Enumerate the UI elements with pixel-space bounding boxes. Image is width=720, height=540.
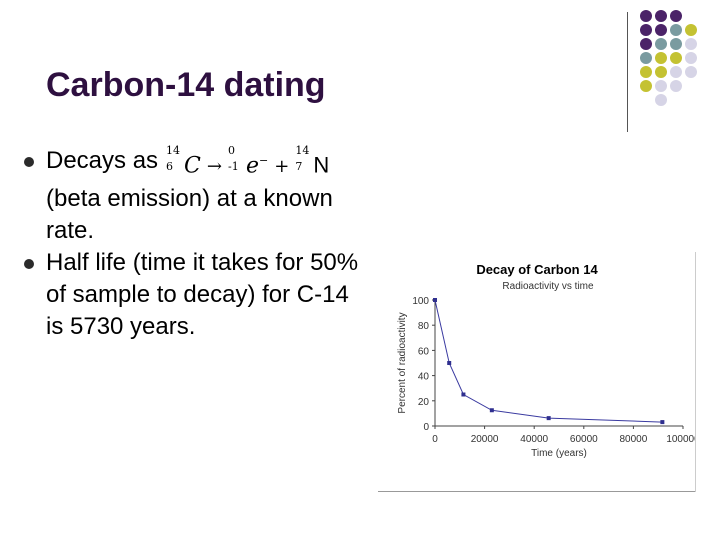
x-tick-label: 80000	[619, 434, 647, 445]
decorative-dot	[670, 80, 682, 92]
bullet-dot-icon	[24, 157, 34, 167]
electron-isotope: 0 -1	[227, 144, 239, 173]
decorative-dot	[640, 38, 652, 50]
decorative-dot	[670, 66, 682, 78]
decorative-dot	[655, 10, 667, 22]
decorative-dot	[640, 52, 652, 64]
decay-chart: Decay of Carbon 14 Radioactivity vs time 0…	[378, 252, 700, 494]
electron-symbol: e	[245, 153, 260, 179]
decorative-dot	[640, 80, 652, 92]
decorative-dot	[640, 24, 652, 36]
chart-subtitle: Radioactivity vs time	[502, 281, 594, 292]
carbon-isotope: 14 6	[166, 144, 181, 173]
data-point	[546, 416, 551, 421]
data-point	[447, 361, 452, 365]
data-point	[489, 408, 494, 413]
data-point	[660, 420, 665, 425]
x-axis-label: Time (years)	[531, 448, 587, 459]
chart-title: Decay of Carbon 14	[476, 262, 598, 277]
data-point	[461, 392, 466, 397]
decorative-dot	[655, 52, 667, 64]
decorative-dot	[685, 24, 697, 36]
nitrogen-symbol: N	[313, 152, 330, 178]
decorative-dot-grid	[640, 10, 720, 120]
electron-charge: −	[259, 154, 269, 167]
decorative-dot	[670, 52, 682, 64]
reaction-arrow: →	[206, 156, 222, 178]
x-tick-label: 100000	[666, 434, 696, 445]
chart-bottom-border	[378, 491, 696, 492]
decay-series-line	[434, 299, 663, 423]
y-tick-label: 20	[418, 397, 430, 408]
decorative-dot	[670, 10, 682, 22]
decorative-dot	[655, 24, 667, 36]
x-tick-label: 40000	[520, 434, 548, 445]
decorative-dot	[640, 10, 652, 22]
x-tick-label: 0	[432, 434, 438, 445]
data-point	[433, 298, 437, 302]
bullet-item-half-life: Half life (time it takes for 50% of samp…	[22, 247, 362, 343]
decorative-divider	[627, 12, 628, 132]
x-tick-label: 20000	[471, 434, 499, 445]
y-tick-label: 80	[418, 321, 430, 332]
decorative-dot	[655, 94, 667, 106]
decorative-dot	[655, 80, 667, 92]
bullet-item-decay: Decays as 14 6 C → 0 -1 e− +14 7 N (beta emission)…	[22, 145, 362, 247]
y-tick-label: 60	[418, 346, 430, 357]
slide-title: Carbon-14 dating	[46, 66, 326, 104]
decorative-dot	[670, 38, 682, 50]
decorative-dot	[685, 66, 697, 78]
plus-sign: +	[274, 156, 290, 178]
decorative-dot	[655, 38, 667, 50]
decorative-dot	[685, 38, 697, 50]
bullet-text-before: Decays as	[46, 147, 159, 174]
bullet-list: Decays as 14 6 C → 0 -1 e− +14 7 N (beta emission)…	[22, 145, 362, 343]
x-tick-label: 60000	[570, 434, 598, 445]
carbon-symbol: C	[184, 153, 201, 179]
decorative-dot	[655, 66, 667, 78]
y-axis-label: Percent of radioactivity	[397, 312, 408, 413]
decorative-dot	[670, 24, 682, 36]
bullet-text-half-life: Half life (time it takes for 50% of samp…	[46, 249, 359, 341]
decorative-dot	[640, 66, 652, 78]
decorative-dot	[685, 52, 697, 64]
bullet-text-after: (beta emission) at a known rate.	[46, 185, 333, 245]
bullet-dot-icon	[24, 259, 34, 270]
nitrogen-isotope: 14 7	[295, 144, 310, 173]
decay-chart-svg: Decay of Carbon 14 Radioactivity vs time 0…	[397, 262, 700, 459]
y-tick-label: 0	[423, 422, 429, 433]
y-tick-label: 40	[418, 372, 430, 383]
y-tick-label: 100	[412, 296, 429, 307]
decay-equation: 14 6 C → 0 -1 e− +14 7 N	[166, 145, 329, 183]
chart-right-border	[695, 252, 696, 492]
